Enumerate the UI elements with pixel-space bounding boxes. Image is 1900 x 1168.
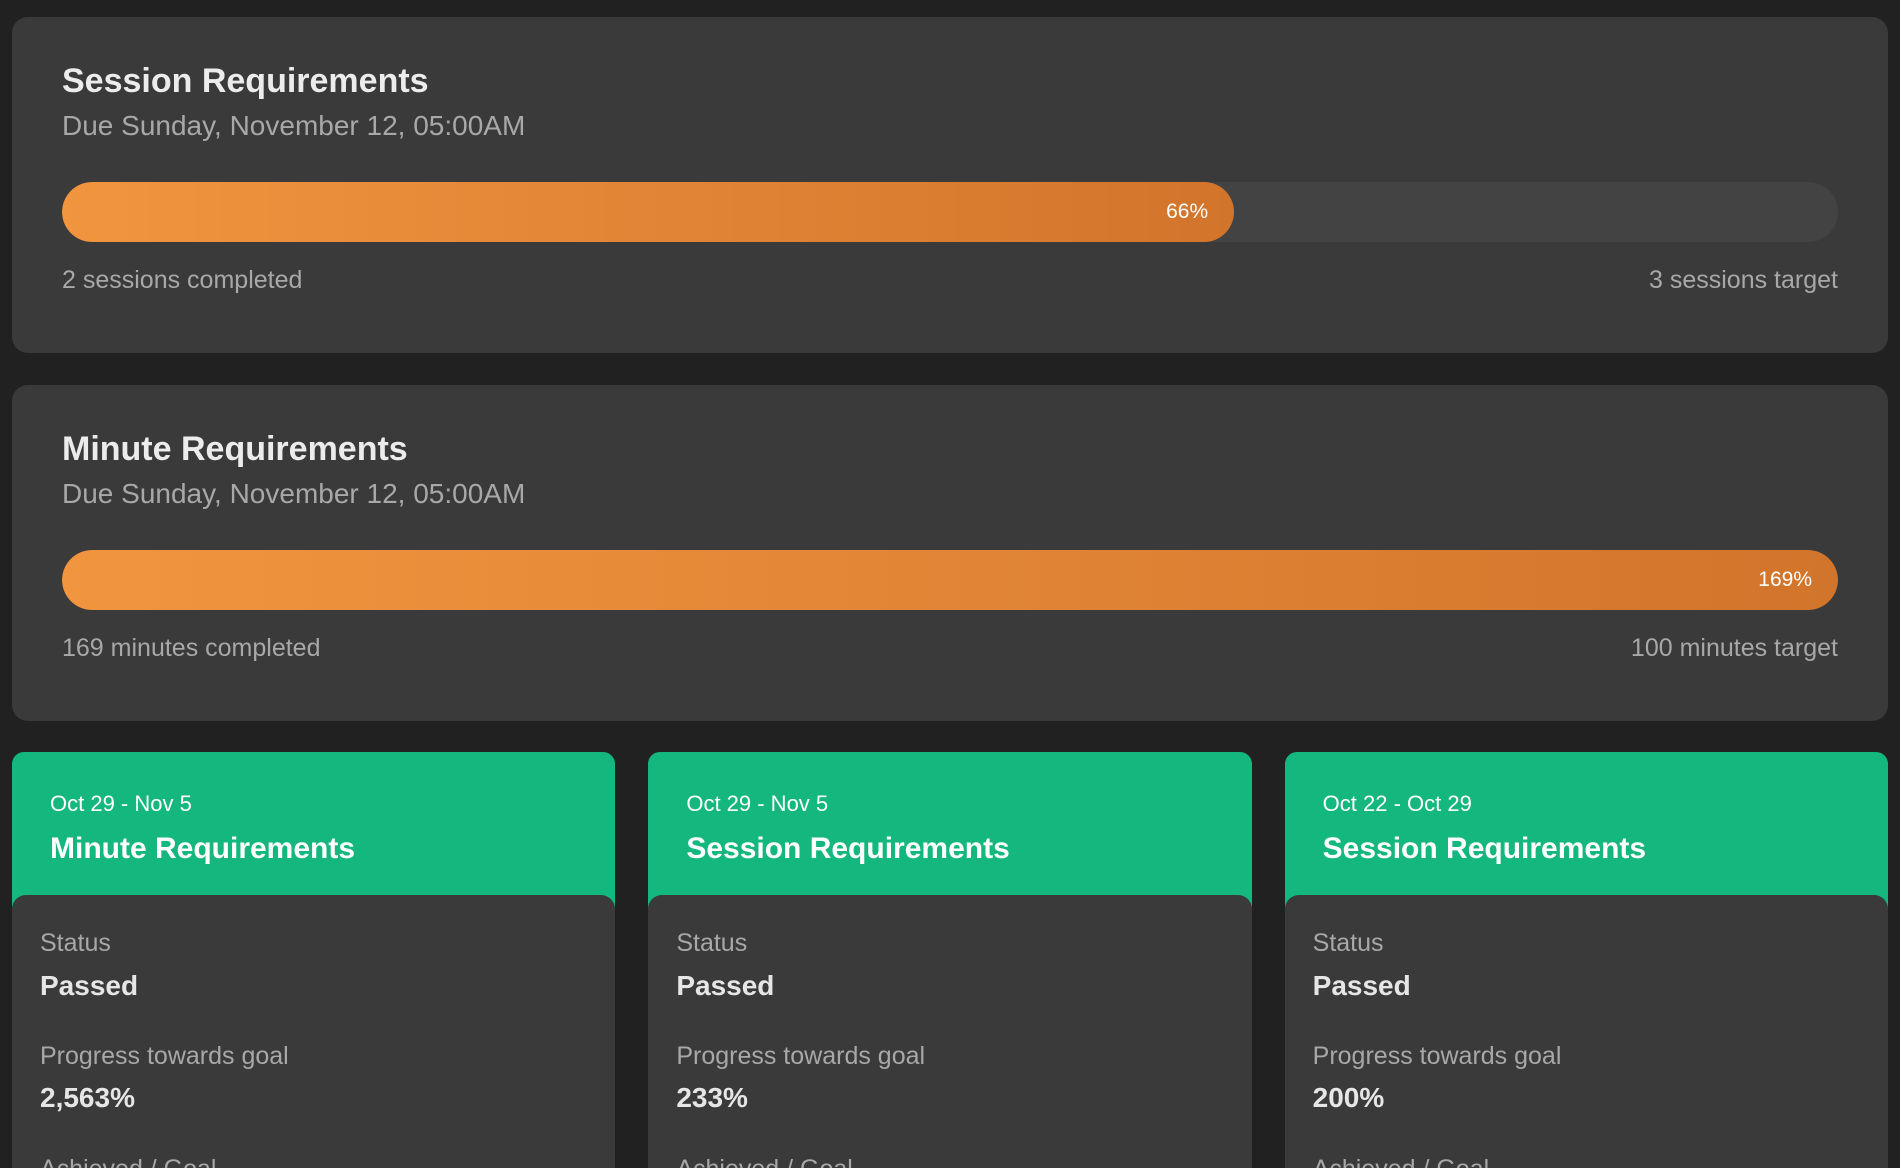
completed-label: 169 minutes completed — [62, 634, 321, 663]
progress-value: 200% — [1312, 1082, 1385, 1114]
history-card-header: Oct 29 - Nov 5 Minute Requirements — [12, 752, 615, 895]
history-card-title: Minute Requirements — [50, 831, 356, 865]
progress-footer: 169 minutes completed 100 minutes target — [62, 634, 1838, 663]
progress-value: 2,563% — [40, 1082, 135, 1114]
minute-progress-bar-fill: 169% — [62, 550, 1838, 611]
achieved-goal-label: Achieved / Goal — [1313, 1153, 1860, 1168]
progress-label: Progress towards goal — [1312, 1041, 1562, 1070]
history-card-header: Oct 29 - Nov 5 Session Requirements — [648, 752, 1251, 895]
target-label: 3 sessions target — [1649, 266, 1838, 295]
progress-label: Progress towards goal — [40, 1041, 289, 1070]
minute-progress-bar-track: 169% — [62, 550, 1838, 611]
history-card-minute-oct29: Oct 29 - Nov 5 Minute Requirements Statu… — [12, 752, 616, 1168]
card-title: Minute Requirements — [62, 430, 408, 468]
history-card-body: Status Passed Progress towards goal 233%… — [648, 895, 1252, 1168]
status-label: Status — [676, 929, 748, 957]
history-card-session-oct29: Oct 29 - Nov 5 Session Requirements Stat… — [648, 752, 1252, 1168]
due-date: Due Sunday, November 12, 05:00AM — [62, 477, 526, 509]
progress-label: Progress towards goal — [676, 1041, 926, 1070]
session-progress-bar-fill: 66% — [62, 182, 1235, 243]
date-range: Oct 22 - Oct 29 — [1322, 791, 1472, 816]
history-card-body: Status Passed Progress towards goal 200%… — [1284, 895, 1888, 1168]
progress-value: 233% — [676, 1082, 748, 1114]
history-card-header: Oct 22 - Oct 29 Session Requirements — [1285, 752, 1888, 895]
status-value: Passed — [40, 969, 139, 1001]
history-card-body: Status Passed Progress towards goal 2,56… — [12, 895, 616, 1168]
card-title: Session Requirements — [62, 62, 429, 100]
session-progress-bar-track: 66% — [62, 182, 1838, 243]
progress-footer: 2 sessions completed 3 sessions target — [62, 266, 1838, 295]
minute-requirements-card: Minute Requirements Due Sunday, November… — [12, 385, 1888, 721]
status-label: Status — [40, 929, 111, 957]
status-value: Passed — [1312, 969, 1411, 1001]
achieved-goal-label: Achieved / Goal — [40, 1153, 587, 1168]
history-grid: Oct 29 - Nov 5 Minute Requirements Statu… — [12, 752, 1888, 1168]
date-range: Oct 29 - Nov 5 — [686, 791, 829, 816]
date-range: Oct 29 - Nov 5 — [50, 791, 192, 816]
session-requirements-card: Session Requirements Due Sunday, Novembe… — [12, 17, 1888, 353]
status-label: Status — [1312, 929, 1384, 957]
achieved-goal-label: Achieved / Goal — [676, 1153, 1223, 1168]
history-card-title: Session Requirements — [686, 831, 1010, 865]
progress-percent-label: 169% — [1758, 568, 1812, 592]
status-value: Passed — [676, 969, 775, 1001]
progress-percent-label: 66% — [1166, 200, 1209, 224]
history-card-session-oct22: Oct 22 - Oct 29 Session Requirements Sta… — [1284, 752, 1888, 1168]
history-card-title: Session Requirements — [1322, 831, 1647, 865]
due-date: Due Sunday, November 12, 05:00AM — [62, 109, 526, 141]
target-label: 100 minutes target — [1630, 634, 1838, 663]
completed-label: 2 sessions completed — [62, 266, 303, 295]
